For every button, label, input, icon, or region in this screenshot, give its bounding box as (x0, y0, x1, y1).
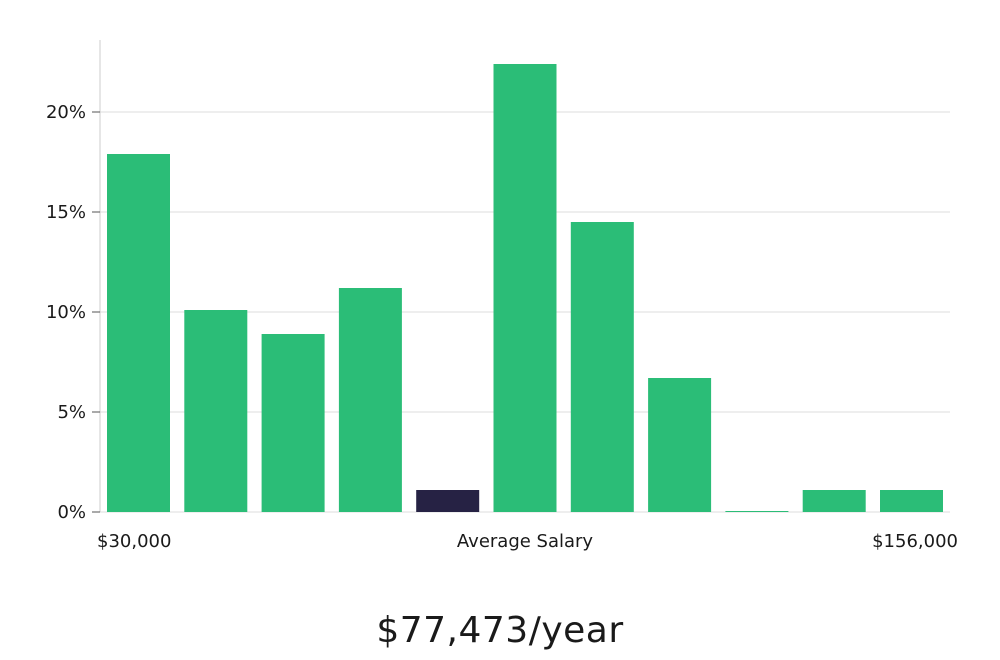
bar (493, 64, 557, 512)
bar (725, 511, 789, 512)
x-axis-max-label: $156,000 (872, 531, 958, 552)
bar (261, 334, 325, 512)
y-axis-ticks: 0% 5% 10% 15% 20% (46, 102, 100, 523)
bar (802, 490, 866, 512)
bar-average-salary (416, 490, 480, 512)
y-tick-label: 10% (46, 302, 86, 323)
average-salary-value: $77,473/year (376, 610, 624, 651)
bar (648, 378, 712, 512)
bar (570, 222, 634, 512)
x-axis-min-label: $30,000 (97, 531, 171, 552)
x-axis-title: Average Salary (457, 531, 594, 552)
bars (107, 64, 943, 512)
y-tick-label: 20% (46, 102, 86, 123)
bar (880, 490, 943, 512)
bar (184, 310, 248, 512)
bar (107, 154, 170, 512)
y-tick-label: 0% (57, 502, 86, 523)
y-tick-label: 5% (57, 402, 86, 423)
y-tick-label: 15% (46, 202, 86, 223)
bar (338, 288, 402, 512)
salary-histogram: 0% 5% 10% 15% 20% $30,000 Average Salary $15… (46, 40, 958, 552)
